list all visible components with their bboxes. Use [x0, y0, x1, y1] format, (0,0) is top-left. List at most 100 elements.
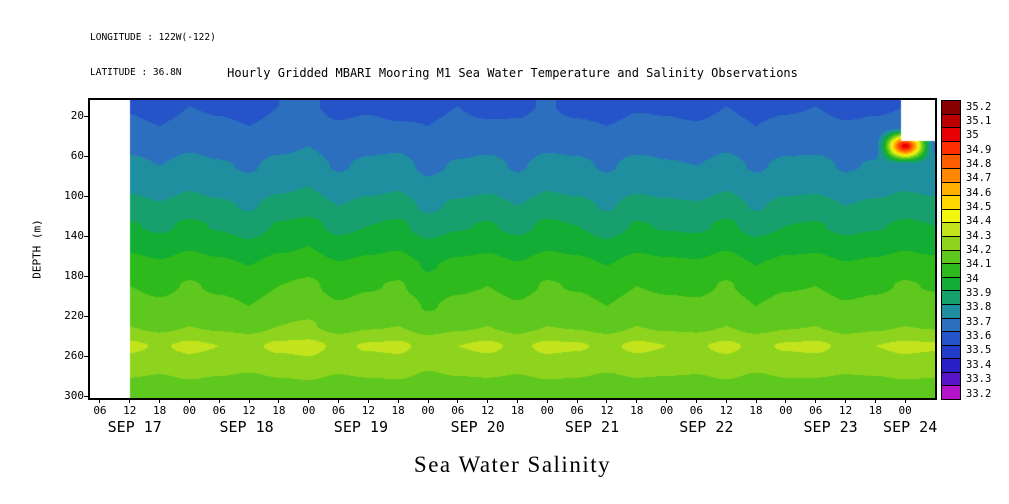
x-tick-label: 18 — [152, 404, 167, 417]
x-tick-label: 00 — [421, 404, 435, 417]
x-tick-label: 12 — [361, 404, 375, 417]
colorbar-tick-label: 33.9 — [966, 287, 992, 300]
x-tick-label: 06 — [212, 404, 226, 417]
x-date-label: SEP 18 — [219, 418, 274, 436]
x-tick-mark — [99, 398, 101, 403]
x-date-label: SEP 21 — [564, 418, 620, 436]
y-tick-mark — [84, 275, 90, 277]
colorbar-cell — [942, 235, 960, 250]
x-tick-mark — [338, 398, 340, 403]
x-tick-label: 12 — [838, 404, 853, 417]
colorbar-cell — [942, 358, 960, 372]
x-tick-mark — [308, 398, 310, 403]
x-date-label: SEP 24 — [883, 418, 938, 436]
x-tick-label: 06 — [93, 404, 107, 417]
x-date-label: SEP 23 — [803, 418, 858, 436]
header-longitude: LONGITUDE : 122W(-122) — [90, 32, 216, 43]
x-tick-label: 00 — [540, 404, 554, 417]
colorbar-cell — [942, 331, 960, 345]
colorbar-tick-label: 35.1 — [966, 114, 992, 127]
x-tick-label: 06 — [451, 404, 465, 417]
colorbar-tick-label: 35.2 — [966, 100, 992, 113]
colorbar-tick-label: 34.4 — [966, 215, 992, 228]
colorbar-tick-label: 35 — [966, 129, 979, 142]
x-tick-label: 18 — [630, 404, 644, 417]
x-tick-mark — [487, 398, 489, 403]
x-tick-mark — [367, 398, 369, 403]
x-tick-label: 18 — [510, 404, 525, 417]
x-date-label: SEP 22 — [679, 418, 734, 436]
colorbar-cell — [942, 101, 960, 114]
x-tick-label: 00 — [659, 404, 674, 417]
colorbar-tick-label: 33.8 — [966, 301, 992, 314]
colorbar-cell — [942, 263, 960, 277]
x-tick-label: 12 — [719, 404, 733, 417]
colorbar-cell — [942, 222, 960, 236]
x-tick-mark — [874, 398, 876, 403]
colorbar-tick-label: 34.9 — [966, 143, 992, 156]
colorbar-tick-label: 34.7 — [966, 172, 992, 185]
colorbar-cell — [942, 167, 960, 182]
x-tick-mark — [457, 398, 459, 403]
x-tick-label: 06 — [809, 404, 823, 417]
y-tick-mark — [84, 355, 90, 357]
x-tick-mark — [516, 398, 518, 403]
y-tick-label: 140 — [64, 229, 84, 242]
y-tick-label: 220 — [64, 309, 84, 322]
x-tick-mark — [755, 398, 757, 403]
x-tick-mark — [606, 398, 608, 403]
colorbar-cell — [942, 385, 960, 400]
colorbar-tick-label: 34.2 — [966, 244, 992, 256]
x-tick-label: 00 — [182, 404, 197, 417]
colorbar-tick-label: 34.1 — [966, 258, 992, 271]
y-tick-label: 180 — [64, 269, 84, 282]
x-tick-mark — [636, 398, 638, 403]
y-tick-label: 260 — [64, 349, 84, 362]
x-tick-mark — [576, 398, 578, 403]
x-tick-mark — [188, 398, 190, 403]
x-tick-label: 12 — [600, 404, 614, 417]
colorbar-cell — [942, 154, 960, 168]
colorbar-cell — [942, 344, 960, 359]
colorbar-cell — [942, 249, 960, 264]
colorbar-cell — [942, 208, 960, 223]
colorbar-tick-label: 33.6 — [966, 330, 992, 343]
y-tick-label: 20 — [70, 109, 84, 122]
x-tick-mark — [785, 398, 787, 403]
colorbar-tick-label: 33.7 — [966, 315, 992, 328]
colorbar-tick-label: 34.8 — [966, 157, 992, 170]
x-tick-label: 12 — [123, 404, 137, 417]
colorbar-tick-label: 33.5 — [966, 344, 992, 357]
x-tick-label: 18 — [868, 404, 882, 417]
y-tick-mark — [84, 195, 90, 197]
x-tick-mark — [815, 398, 817, 403]
y-tick-label: 100 — [64, 189, 84, 202]
colorbar-cell — [942, 303, 960, 318]
colorbar-tick-label: 34.5 — [966, 200, 992, 213]
y-tick-label: 60 — [70, 149, 84, 162]
colorbar-tick-label: 33.4 — [966, 358, 992, 371]
colorbar-tick-label: 34.3 — [966, 229, 992, 242]
x-tick-label: 18 — [749, 404, 763, 417]
x-date-label: SEP 20 — [450, 418, 505, 436]
y-tick-mark — [84, 155, 90, 157]
x-tick-mark — [725, 398, 727, 403]
y-tick-mark — [84, 315, 90, 317]
colorbar-cell — [942, 113, 960, 128]
colorbar-cell — [942, 317, 960, 332]
colorbar-cell — [942, 371, 960, 386]
y-tick-mark — [84, 395, 90, 397]
x-tick-label: 00 — [898, 404, 912, 417]
x-tick-mark — [904, 398, 906, 403]
x-tick-label: 00 — [779, 404, 793, 417]
x-tick-mark — [695, 398, 697, 403]
x-tick-label: 18 — [272, 404, 286, 417]
x-tick-label: 12 — [242, 404, 256, 417]
x-tick-mark — [218, 398, 220, 403]
x-date-label: SEP 19 — [333, 418, 388, 436]
x-tick-mark — [278, 398, 280, 403]
figure-caption: Sea Water Salinity — [413, 452, 612, 477]
x-tick-mark — [248, 398, 250, 403]
x-tick-mark — [397, 398, 399, 403]
y-axis-label: DEPTH (m) — [30, 219, 44, 279]
